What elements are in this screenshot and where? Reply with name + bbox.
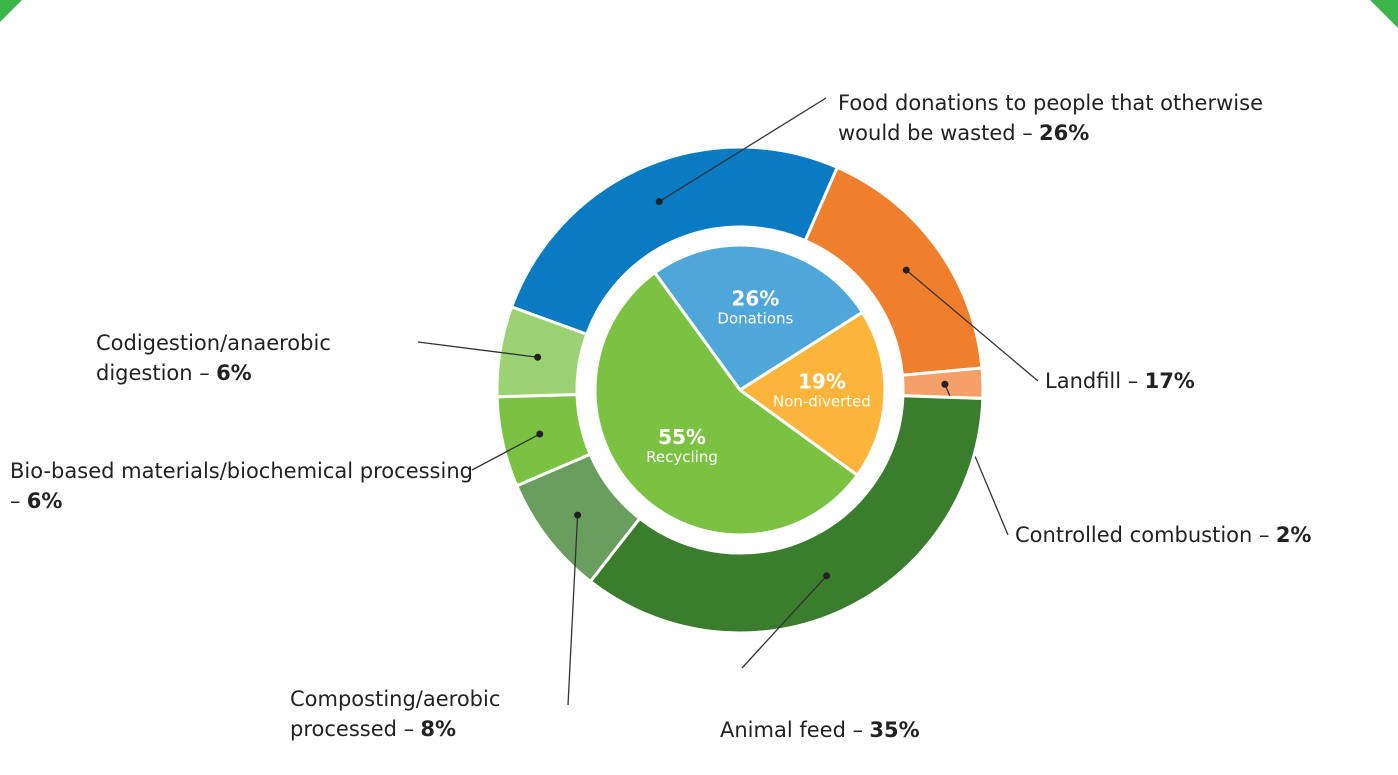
segment-label: Animal feed –35% <box>720 715 1020 745</box>
segment-label: Controlled combustion –2% <box>1015 520 1395 550</box>
inner-value-label: 19% <box>798 370 846 394</box>
inner-value-label: 26% <box>731 286 779 310</box>
category-name: Food donations to people that otherwise … <box>838 91 1263 145</box>
value-label: 26% <box>1039 121 1090 145</box>
value-label: 6% <box>26 489 63 513</box>
category-name: Controlled combustion – <box>1015 523 1270 547</box>
segment-label: Composting/aerobic processed –8% <box>290 684 580 744</box>
inner-category-label: Non-diverted <box>773 393 871 411</box>
leader-line <box>741 575 828 669</box>
value-label: 6% <box>216 361 252 385</box>
leader-line <box>658 97 827 203</box>
leader-line <box>417 341 538 358</box>
donut-segment <box>588 394 985 635</box>
inner-category-label: Donations <box>717 309 793 327</box>
donut-segment <box>509 145 840 337</box>
leader-dot <box>574 511 582 519</box>
inner-value-label: 55% <box>658 425 706 449</box>
pie-slice <box>737 310 887 478</box>
segment-label: Codigestion/anaerobic digestion –6% <box>96 328 406 388</box>
category-name: Animal feed – <box>720 718 864 742</box>
corner-decoration <box>1370 0 1398 28</box>
category-name: Bio-based materials/biochemical processi… <box>10 459 473 513</box>
leader-line <box>471 433 541 471</box>
value-label: 17% <box>1144 369 1195 393</box>
leader-line <box>567 515 579 706</box>
leader-dot <box>823 572 831 580</box>
category-name: Codigestion/anaerobic digestion – <box>96 331 331 385</box>
corner-decoration <box>0 0 22 22</box>
segment-label: Landfill –17% <box>1045 366 1305 396</box>
leader-dot <box>536 430 544 438</box>
leader-dot <box>902 266 910 274</box>
leader-dot <box>534 353 542 361</box>
category-name: Landfill – <box>1045 369 1139 393</box>
value-label: 8% <box>420 717 457 741</box>
value-label: 35% <box>869 718 920 742</box>
pie-slice <box>593 270 860 537</box>
segment-label: Bio-based materials/biochemical processi… <box>10 456 480 516</box>
pie-slice <box>652 243 865 393</box>
donut-segment <box>495 304 589 399</box>
inner-category-label: Recycling <box>646 448 718 466</box>
value-label: 2% <box>1275 523 1312 547</box>
leader-dot <box>655 198 663 206</box>
category-name: Composting/aerobic processed – <box>290 687 501 741</box>
leader-dot <box>941 380 949 388</box>
segment-label: Food donations to people that otherwise … <box>838 88 1288 148</box>
leader-line <box>905 269 1039 382</box>
